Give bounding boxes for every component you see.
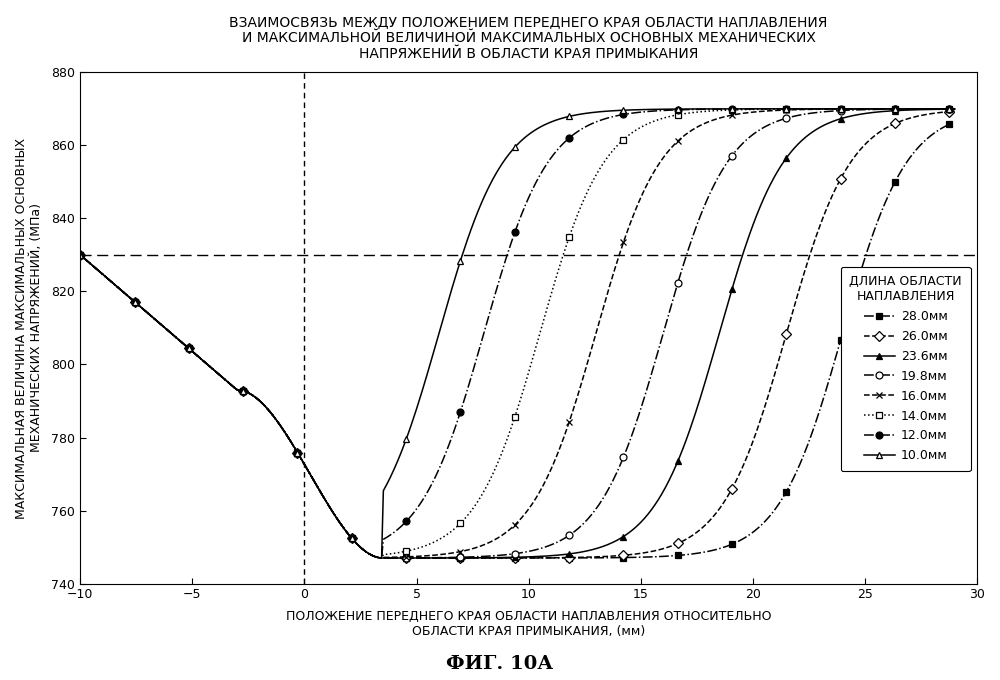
28.0мм (929, 129, 941, 137)
23.6мм (497, 554, 509, 562)
28.0мм (549, 554, 561, 562)
19.8мм (376, 554, 388, 562)
16.0мм (929, 105, 941, 113)
10.0мм (596, 107, 608, 116)
23.6мм (949, 105, 961, 113)
12.0мм (929, 105, 941, 113)
10.0мм (793, 105, 805, 113)
26.0мм (549, 554, 561, 562)
14.0мм (929, 105, 941, 113)
12.0мм (793, 105, 805, 113)
16.0мм (793, 105, 805, 114)
28.0мм (596, 554, 608, 562)
16.0мм (497, 531, 509, 539)
16.0мм (376, 554, 388, 562)
12.0мм (497, 265, 509, 273)
19.8мм (929, 105, 941, 113)
26.0мм (929, 109, 941, 117)
10.0мм (74, 251, 86, 259)
19.8мм (74, 251, 86, 259)
19.8мм (491, 551, 503, 560)
X-axis label: ПОЛОЖЕНИЕ ПЕРЕДНЕГО КРАЯ ОБЛАСТИ НАПЛАВЛЕНИЯ ОТНОСИТЕЛЬНО
ОБЛАСТИ КРАЯ ПРИМЫКАНИ: ПОЛОЖЕНИЕ ПЕРЕДНЕГО КРАЯ ОБЛАСТИ НАПЛАВЛ… (286, 610, 771, 638)
10.0мм (376, 554, 388, 562)
19.8мм (949, 105, 961, 113)
28.0мм (491, 554, 503, 562)
Legend: 28.0мм, 26.0мм, 23.6мм, 19.8мм, 16.0мм, 14.0мм, 12.0мм, 10.0мм: 28.0мм, 26.0мм, 23.6мм, 19.8мм, 16.0мм, … (841, 267, 971, 471)
28.0мм (377, 554, 389, 562)
16.0мм (549, 456, 561, 464)
19.8мм (549, 539, 561, 547)
Title: ВЗАИМОСВЯЗЬ МЕЖДУ ПОЛОЖЕНИЕМ ПЕРЕДНЕГО КРАЯ ОБЛАСТИ НАПЛАВЛЕНИЯ
И МАКСИМАЛЬНОЙ В: ВЗАИМОСВЯЗЬ МЕЖДУ ПОЛОЖЕНИЕМ ПЕРЕДНЕГО К… (229, 15, 828, 61)
28.0мм (793, 463, 805, 471)
Text: ФИГ. 10А: ФИГ. 10А (446, 656, 554, 673)
16.0мм (491, 534, 503, 543)
19.8мм (793, 111, 805, 119)
28.0мм (949, 118, 961, 126)
10.0мм (491, 167, 503, 175)
23.6мм (596, 543, 608, 551)
10.0мм (929, 105, 941, 113)
26.0мм (377, 554, 389, 562)
16.0мм (74, 251, 86, 259)
16.0мм (596, 307, 608, 315)
19.8мм (596, 495, 608, 503)
23.6мм (549, 551, 561, 560)
12.0мм (491, 283, 503, 291)
19.8мм (497, 551, 509, 559)
26.0мм (949, 107, 961, 115)
Line: 14.0мм: 14.0мм (77, 105, 958, 562)
Line: 26.0мм: 26.0мм (77, 107, 958, 562)
12.0мм (549, 148, 561, 156)
14.0мм (491, 460, 503, 468)
26.0мм (74, 251, 86, 259)
28.0мм (74, 251, 86, 259)
14.0мм (497, 447, 509, 456)
Line: 23.6мм: 23.6мм (77, 105, 958, 562)
26.0мм (497, 554, 509, 562)
12.0мм (596, 116, 608, 124)
23.6мм (793, 139, 805, 148)
12.0мм (74, 251, 86, 259)
26.0мм (596, 553, 608, 561)
Line: 16.0мм: 16.0мм (77, 105, 958, 562)
26.0мм (793, 287, 805, 295)
Line: 28.0мм: 28.0мм (77, 118, 958, 562)
14.0мм (376, 554, 388, 562)
10.0мм (949, 105, 961, 113)
14.0мм (549, 277, 561, 285)
12.0мм (949, 105, 961, 113)
23.6мм (491, 554, 503, 562)
12.0мм (376, 554, 388, 562)
28.0мм (497, 554, 509, 562)
14.0мм (596, 160, 608, 169)
14.0мм (74, 251, 86, 259)
23.6мм (929, 105, 941, 114)
16.0мм (949, 105, 961, 113)
23.6мм (74, 251, 86, 259)
Line: 12.0мм: 12.0мм (77, 105, 958, 562)
14.0мм (949, 105, 961, 113)
26.0мм (491, 554, 503, 562)
10.0мм (497, 159, 509, 167)
10.0мм (549, 116, 561, 124)
23.6мм (377, 554, 389, 562)
Line: 19.8мм: 19.8мм (77, 105, 958, 562)
14.0мм (793, 105, 805, 113)
Line: 10.0мм: 10.0мм (77, 105, 958, 562)
Y-axis label: МАКСИМАЛЬНАЯ ВЕЛИЧИНА МАКСИМАЛЬНЫХ ОСНОВНЫХ
МЕХАНИЧЕСКИХ НАПРЯЖЕНИЙ, (МПа): МАКСИМАЛЬНАЯ ВЕЛИЧИНА МАКСИМАЛЬНЫХ ОСНОВ… (15, 137, 43, 519)
